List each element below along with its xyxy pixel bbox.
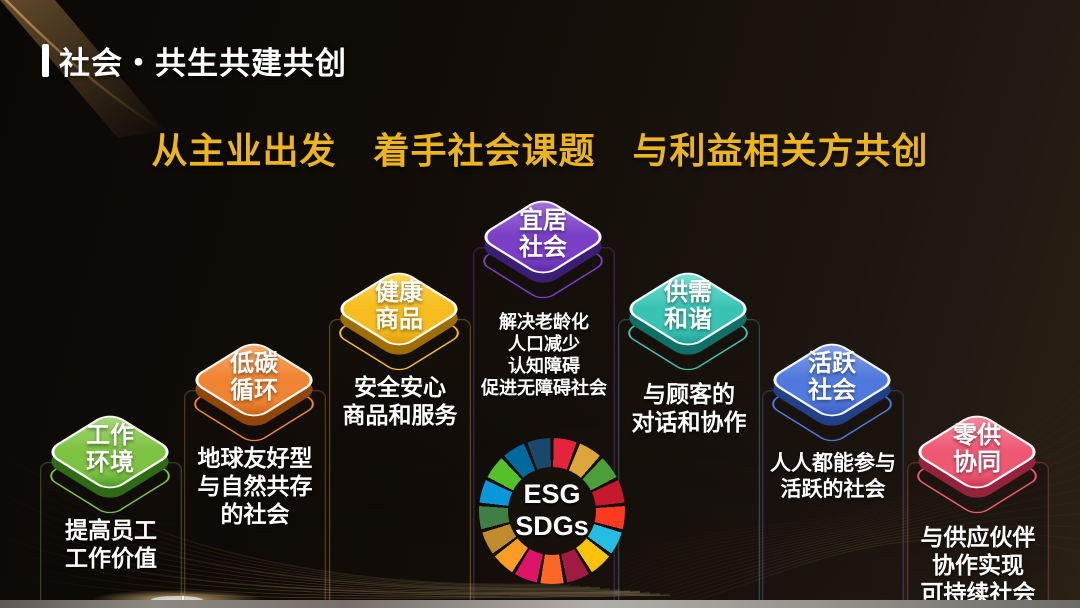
podium-pillar: 安全安心 商品和服务 xyxy=(329,319,471,601)
podium-description: 地球友好型 与自然共存 的社会 xyxy=(197,445,313,528)
podium-description: 与供应伙伴 协作实现 可持续社会 xyxy=(920,524,1036,607)
podium-label: 宜居 社会 xyxy=(519,207,567,261)
podium-label: 供需 和谐 xyxy=(664,279,712,333)
floor-strip xyxy=(0,600,1080,608)
title-text: 社会・共生共建共创 xyxy=(59,46,347,81)
page-title: 社会・共生共建共创 xyxy=(42,38,347,83)
wheel-line-sdgs: SDGs xyxy=(515,511,589,541)
podium-label: 健康 商品 xyxy=(375,279,423,333)
wheel-center xyxy=(508,467,596,555)
title-accent-bar xyxy=(42,44,49,77)
podium-description: 解决老龄化 人口减少 认知障碍 促进无障碍社会 xyxy=(481,312,607,398)
podium-label: 工作 环境 xyxy=(86,422,134,476)
podium-pillar: 与顾客的 对话和协作 xyxy=(618,319,760,601)
podium-description: 安全安心 商品和服务 xyxy=(342,374,458,429)
podium-label: 低碳 循环 xyxy=(230,350,278,404)
podium-label: 活跃 社会 xyxy=(808,350,856,404)
slide-subtitle: 从主业出发 着手社会课题 与利益相关方共创 xyxy=(151,130,929,171)
podium-label: 零供 协同 xyxy=(953,422,1001,476)
podium-description: 提高员工 工作价值 xyxy=(65,517,157,572)
wheel-text: ESG SDGs xyxy=(479,438,625,584)
esg-sdgs-wheel: ESG SDGs xyxy=(479,438,625,584)
podium-description: 人人都能参与 活跃的社会 xyxy=(770,452,896,501)
wheel-line-esg: ESG xyxy=(523,479,581,510)
podium-description: 与顾客的 对话和协作 xyxy=(631,381,747,436)
